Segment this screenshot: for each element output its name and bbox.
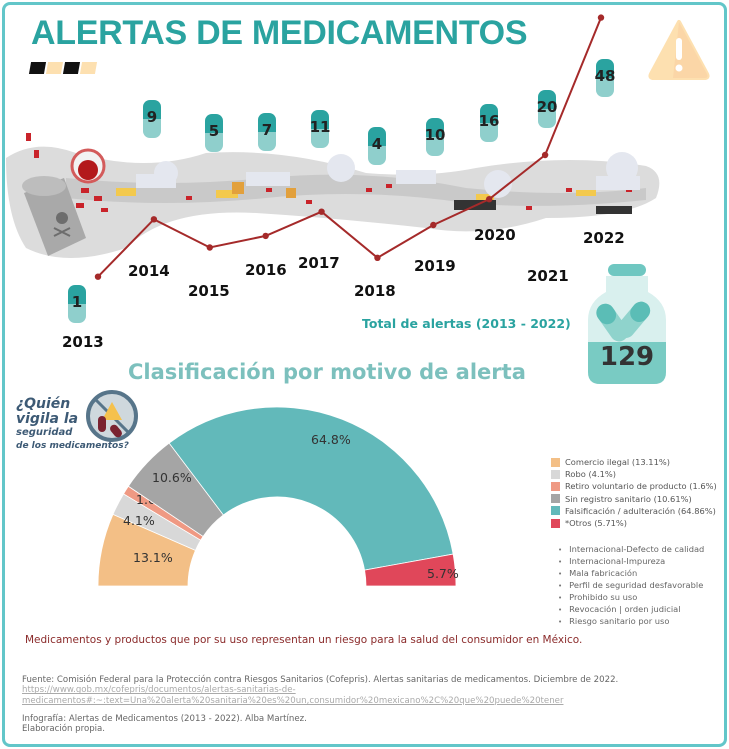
legend-item: Retiro voluntario de producto (1.6%) bbox=[551, 480, 717, 492]
legend-item: *Otros (5.71%) bbox=[551, 517, 717, 529]
year-label-2022: 2022 bbox=[583, 229, 625, 247]
legend-swatch bbox=[551, 457, 560, 467]
year-label-2017: 2017 bbox=[298, 254, 340, 272]
logo-text-line4: de los medicamentos? bbox=[16, 441, 129, 451]
value-pill-2014: 9 bbox=[143, 100, 161, 138]
legend-label: Sin registro sanitario (10.61%) bbox=[565, 493, 692, 504]
value-label: 16 bbox=[478, 112, 500, 130]
otros-item: Revocación | orden judicial bbox=[558, 603, 704, 615]
otros-detail-list: Internacional-Defecto de calidadInternac… bbox=[558, 543, 704, 627]
value-label: 7 bbox=[261, 121, 273, 139]
legend-swatch bbox=[551, 494, 560, 504]
poison-jar-icon bbox=[22, 176, 86, 256]
year-label-2014: 2014 bbox=[128, 262, 170, 280]
value-pill-2022: 48 bbox=[595, 59, 615, 97]
otros-item: Mala fabricación bbox=[558, 567, 704, 579]
value-pill-2017: 11 bbox=[310, 110, 330, 148]
medicines-illustration bbox=[6, 133, 660, 258]
credit-note: Elaboración propia. bbox=[22, 724, 106, 735]
otros-item: Prohibido su uso bbox=[558, 591, 704, 603]
decor-bar bbox=[45, 62, 64, 74]
logo-text-line3: seguridad bbox=[16, 427, 73, 438]
credit-author: Infografía: Alertas de Medicamentos (201… bbox=[22, 714, 307, 724]
legend-item: Robo (4.1%) bbox=[551, 468, 717, 480]
legend-label: Comercio ilegal (13.11%) bbox=[565, 457, 670, 468]
source-text: Fuente: Comisión Federal para la Protecc… bbox=[22, 675, 702, 706]
value-pill-2018: 4 bbox=[368, 127, 386, 165]
warning-triangle-icon bbox=[648, 20, 710, 80]
footnote-otros: Medicamentos y productos que por su uso … bbox=[25, 634, 583, 646]
legend-label: *Otros (5.71%) bbox=[565, 518, 628, 529]
value-label: 1 bbox=[71, 293, 83, 311]
total-alerts-label: Total de alertas (2013 - 2022) bbox=[362, 316, 571, 331]
quien-vigila-logo: ¿Quién vigila la seguridad de los medica… bbox=[16, 390, 138, 451]
logo-text-line1: ¿Quién bbox=[16, 396, 70, 412]
otros-item: Internacional-Defecto de calidad bbox=[558, 543, 704, 555]
decor-bar bbox=[62, 62, 81, 74]
otros-item: Internacional-Impureza bbox=[558, 555, 704, 567]
legend-label: Retiro voluntario de producto (1.6%) bbox=[565, 481, 717, 492]
logo-text-line2: vigila la bbox=[16, 411, 78, 427]
value-pill-2015: 5 bbox=[205, 114, 223, 152]
year-label-2018: 2018 bbox=[354, 282, 396, 300]
otros-item: Riesgo sanitario por uso bbox=[558, 615, 704, 627]
value-label: 10 bbox=[424, 126, 446, 144]
legend-item: Sin registro sanitario (10.61%) bbox=[551, 493, 717, 505]
legend-swatch bbox=[551, 518, 560, 528]
year-label-2021: 2021 bbox=[527, 267, 569, 285]
year-label-2016: 2016 bbox=[245, 261, 287, 279]
year-label-2013: 2013 bbox=[62, 333, 104, 351]
value-pill-2016: 7 bbox=[258, 113, 276, 151]
year-label-2020: 2020 bbox=[474, 226, 516, 244]
value-label: 20 bbox=[536, 98, 558, 116]
page-title: ALERTAS DE MEDICAMENTOS bbox=[31, 14, 528, 52]
legend-label: Falsificación / adulteración (64.86%) bbox=[565, 505, 716, 516]
legend-swatch bbox=[551, 481, 560, 491]
legend-swatch bbox=[551, 506, 560, 516]
year-label-2019: 2019 bbox=[414, 257, 456, 275]
pill-jar-icon bbox=[588, 264, 666, 384]
value-label: 9 bbox=[146, 108, 158, 126]
value-label: 4 bbox=[371, 135, 383, 153]
value-pill-2019: 10 bbox=[425, 118, 445, 156]
value-label: 48 bbox=[594, 67, 616, 85]
title-decoration bbox=[28, 62, 98, 74]
value-pill-2020: 16 bbox=[479, 104, 499, 142]
value-pill-2021: 20 bbox=[537, 90, 557, 128]
value-label: 11 bbox=[309, 118, 331, 136]
otros-item: Perfil de seguridad desfavorable bbox=[558, 579, 704, 591]
donut-legend: Comercio ilegal (13.11%) Robo (4.1%) Retir… bbox=[551, 456, 717, 529]
decor-bar bbox=[28, 62, 47, 74]
total-alerts-value: 129 bbox=[599, 342, 655, 372]
year-label-2015: 2015 bbox=[188, 282, 230, 300]
source-link-line2[interactable]: medicamentos#:~:text=Una%20alerta%20sani… bbox=[22, 695, 564, 706]
section-title: Clasificación por motivo de alerta bbox=[128, 360, 526, 384]
legend-label: Robo (4.1%) bbox=[565, 469, 617, 480]
source-link-line1[interactable]: https://www.gob.mx/cofepris/documentos/a… bbox=[22, 685, 296, 696]
value-label: 5 bbox=[208, 122, 220, 140]
legend-item: Falsificación / adulteración (64.86%) bbox=[551, 505, 717, 517]
legend-item: Comercio ilegal (13.11%) bbox=[551, 456, 717, 468]
legend-swatch bbox=[551, 469, 560, 479]
value-pill-2013: 1 bbox=[68, 285, 86, 323]
decor-bar bbox=[79, 62, 98, 74]
source-citation: Fuente: Comisión Federal para la Protecc… bbox=[22, 675, 619, 685]
credits: Infografía: Alertas de Medicamentos (201… bbox=[22, 714, 307, 735]
